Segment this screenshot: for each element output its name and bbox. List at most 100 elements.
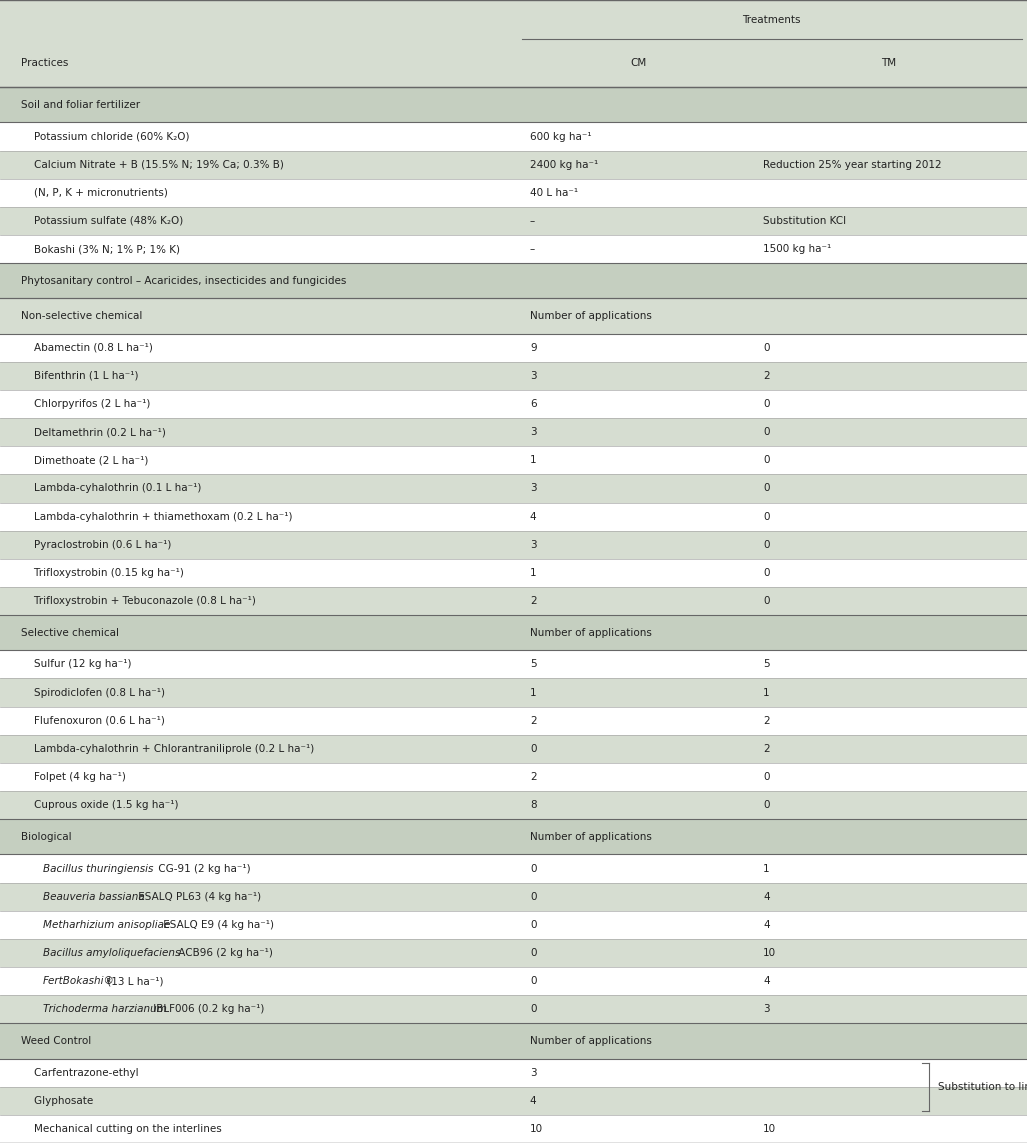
Text: Flufenoxuron (0.6 L ha⁻¹): Flufenoxuron (0.6 L ha⁻¹) bbox=[21, 716, 164, 726]
Text: 0: 0 bbox=[763, 483, 769, 494]
Text: 2: 2 bbox=[530, 716, 536, 726]
Bar bbox=[0, 298, 1027, 334]
Text: Selective chemical: Selective chemical bbox=[21, 628, 118, 638]
Text: 1500 kg ha⁻¹: 1500 kg ha⁻¹ bbox=[763, 245, 831, 254]
Text: 4: 4 bbox=[763, 976, 769, 986]
Bar bbox=[0, 122, 1027, 151]
Text: 1: 1 bbox=[530, 455, 536, 465]
Text: 1: 1 bbox=[530, 688, 536, 697]
Text: 2: 2 bbox=[530, 596, 536, 606]
Text: Pyraclostrobin (0.6 L ha⁻¹): Pyraclostrobin (0.6 L ha⁻¹) bbox=[21, 539, 170, 550]
Bar bbox=[0, 178, 1027, 207]
Text: Number of applications: Number of applications bbox=[530, 832, 652, 842]
Bar bbox=[0, 588, 1027, 615]
Text: Glyphosate: Glyphosate bbox=[21, 1096, 92, 1105]
Bar bbox=[0, 474, 1027, 503]
Text: CM: CM bbox=[631, 58, 646, 69]
Text: 2: 2 bbox=[763, 744, 769, 754]
Text: 1: 1 bbox=[530, 568, 536, 578]
Bar bbox=[0, 151, 1027, 178]
Text: Beauveria bassiana: Beauveria bassiana bbox=[43, 892, 145, 902]
Bar bbox=[0, 418, 1027, 446]
Bar bbox=[0, 1087, 1027, 1114]
Text: 0: 0 bbox=[763, 512, 769, 521]
Text: Trichoderma harzianum: Trichoderma harzianum bbox=[43, 1005, 167, 1014]
Text: 0: 0 bbox=[530, 1005, 536, 1014]
Text: Bacillus amyloliquefaciens: Bacillus amyloliquefaciens bbox=[43, 948, 181, 958]
Text: Metharhizium anisopliae: Metharhizium anisopliae bbox=[43, 920, 170, 929]
Text: Trifloxystrobin + Tebuconazole (0.8 L ha⁻¹): Trifloxystrobin + Tebuconazole (0.8 L ha… bbox=[21, 596, 256, 606]
Text: 2: 2 bbox=[763, 716, 769, 726]
Text: 0: 0 bbox=[763, 539, 769, 550]
Text: ESALQ PL63 (4 kg ha⁻¹): ESALQ PL63 (4 kg ha⁻¹) bbox=[135, 892, 261, 902]
Bar bbox=[0, 0, 1027, 39]
Text: Soil and foliar fertilizer: Soil and foliar fertilizer bbox=[21, 99, 140, 110]
Bar bbox=[0, 911, 1027, 938]
Text: 0: 0 bbox=[763, 427, 769, 437]
Text: ESALQ E9 (4 kg ha⁻¹): ESALQ E9 (4 kg ha⁻¹) bbox=[160, 920, 274, 929]
Bar bbox=[0, 1023, 1027, 1058]
Text: Spirodiclofen (0.8 L ha⁻¹): Spirodiclofen (0.8 L ha⁻¹) bbox=[21, 688, 164, 697]
Text: 10: 10 bbox=[763, 1124, 776, 1134]
Bar bbox=[0, 87, 1027, 122]
Text: 4: 4 bbox=[530, 512, 536, 521]
Bar bbox=[0, 938, 1027, 967]
Bar bbox=[0, 503, 1027, 530]
Text: 0: 0 bbox=[763, 568, 769, 578]
Text: Lambda-cyhalothrin + thiamethoxam (0.2 L ha⁻¹): Lambda-cyhalothrin + thiamethoxam (0.2 L… bbox=[21, 512, 292, 521]
Text: –: – bbox=[530, 245, 535, 254]
Text: Chlorpyrifos (2 L ha⁻¹): Chlorpyrifos (2 L ha⁻¹) bbox=[21, 399, 150, 409]
Bar bbox=[0, 1058, 1027, 1087]
Text: Cuprous oxide (1.5 kg ha⁻¹): Cuprous oxide (1.5 kg ha⁻¹) bbox=[21, 800, 178, 810]
Text: ACB96 (2 kg ha⁻¹): ACB96 (2 kg ha⁻¹) bbox=[176, 948, 273, 958]
Text: 0: 0 bbox=[530, 863, 536, 873]
Text: 0: 0 bbox=[763, 343, 769, 353]
Text: Lambda-cyhalothrin + Chlorantraniliprole (0.2 L ha⁻¹): Lambda-cyhalothrin + Chlorantraniliprole… bbox=[21, 744, 314, 754]
Text: 0: 0 bbox=[763, 455, 769, 465]
Text: (N, P, K + micronutrients): (N, P, K + micronutrients) bbox=[21, 187, 167, 198]
Text: 2: 2 bbox=[763, 370, 769, 381]
Text: Bacillus thuringiensis: Bacillus thuringiensis bbox=[43, 863, 153, 873]
Bar bbox=[0, 1114, 1027, 1143]
Text: 2: 2 bbox=[530, 772, 536, 782]
Text: 0: 0 bbox=[763, 800, 769, 810]
Text: 10: 10 bbox=[530, 1124, 543, 1134]
Text: 3: 3 bbox=[763, 1005, 769, 1014]
Text: Biological: Biological bbox=[21, 832, 71, 842]
Text: 0: 0 bbox=[530, 920, 536, 929]
Text: Folpet (4 kg ha⁻¹): Folpet (4 kg ha⁻¹) bbox=[21, 772, 125, 782]
Bar bbox=[0, 334, 1027, 362]
Bar bbox=[0, 762, 1027, 791]
Text: Substitution KCl: Substitution KCl bbox=[763, 216, 846, 226]
Bar bbox=[0, 235, 1027, 263]
Bar bbox=[0, 791, 1027, 820]
Text: 8: 8 bbox=[530, 800, 536, 810]
Text: Weed Control: Weed Control bbox=[21, 1036, 90, 1046]
Text: Abamectin (0.8 L ha⁻¹): Abamectin (0.8 L ha⁻¹) bbox=[21, 343, 152, 353]
Text: 3: 3 bbox=[530, 427, 536, 437]
Text: Lambda-cyhalothrin (0.1 L ha⁻¹): Lambda-cyhalothrin (0.1 L ha⁻¹) bbox=[21, 483, 201, 494]
Text: 0: 0 bbox=[530, 976, 536, 986]
Text: Deltamethrin (0.2 L ha⁻¹): Deltamethrin (0.2 L ha⁻¹) bbox=[21, 427, 165, 437]
Text: Potassium chloride (60% K₂O): Potassium chloride (60% K₂O) bbox=[21, 131, 189, 142]
Text: Non-selective chemical: Non-selective chemical bbox=[21, 311, 142, 321]
Text: Bokashi (3% N; 1% P; 1% K): Bokashi (3% N; 1% P; 1% K) bbox=[21, 245, 180, 254]
Text: Number of applications: Number of applications bbox=[530, 311, 652, 321]
Text: –: – bbox=[530, 216, 535, 226]
Text: Potassium sulfate (48% K₂O): Potassium sulfate (48% K₂O) bbox=[21, 216, 183, 226]
Bar bbox=[0, 390, 1027, 418]
Text: 4: 4 bbox=[530, 1096, 536, 1105]
Text: TM: TM bbox=[881, 58, 896, 69]
Text: 40 L ha⁻¹: 40 L ha⁻¹ bbox=[530, 187, 578, 198]
Text: 0: 0 bbox=[530, 948, 536, 958]
Text: Calcium Nitrate + B (15.5% N; 19% Ca; 0.3% B): Calcium Nitrate + B (15.5% N; 19% Ca; 0.… bbox=[21, 160, 283, 169]
Text: Dimethoate (2 L ha⁻¹): Dimethoate (2 L ha⁻¹) bbox=[21, 455, 148, 465]
Text: 5: 5 bbox=[530, 660, 536, 670]
Text: 3: 3 bbox=[530, 483, 536, 494]
Text: Number of applications: Number of applications bbox=[530, 1036, 652, 1046]
Text: 1: 1 bbox=[763, 863, 769, 873]
Text: 4: 4 bbox=[763, 920, 769, 929]
Bar bbox=[0, 855, 1027, 882]
Text: 5: 5 bbox=[763, 660, 769, 670]
Bar bbox=[0, 446, 1027, 474]
